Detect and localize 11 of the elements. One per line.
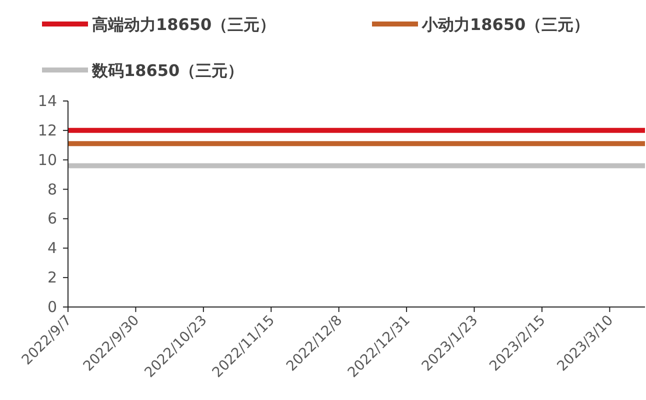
- legend-label: 小动力18650（三元）: [421, 15, 590, 34]
- legend-label: 数码18650（三元）: [91, 61, 244, 80]
- y-tick-label: 2: [47, 268, 57, 287]
- y-tick-label: 4: [47, 239, 57, 258]
- legend-label: 高端动力18650（三元）: [92, 15, 276, 34]
- y-tick-label: 8: [47, 180, 57, 198]
- y-tick-label: 14: [38, 92, 57, 110]
- y-tick-label: 0: [47, 298, 57, 316]
- y-tick-label: 10: [38, 150, 57, 169]
- y-tick-label: 12: [38, 121, 57, 140]
- y-tick-label: 6: [47, 210, 57, 228]
